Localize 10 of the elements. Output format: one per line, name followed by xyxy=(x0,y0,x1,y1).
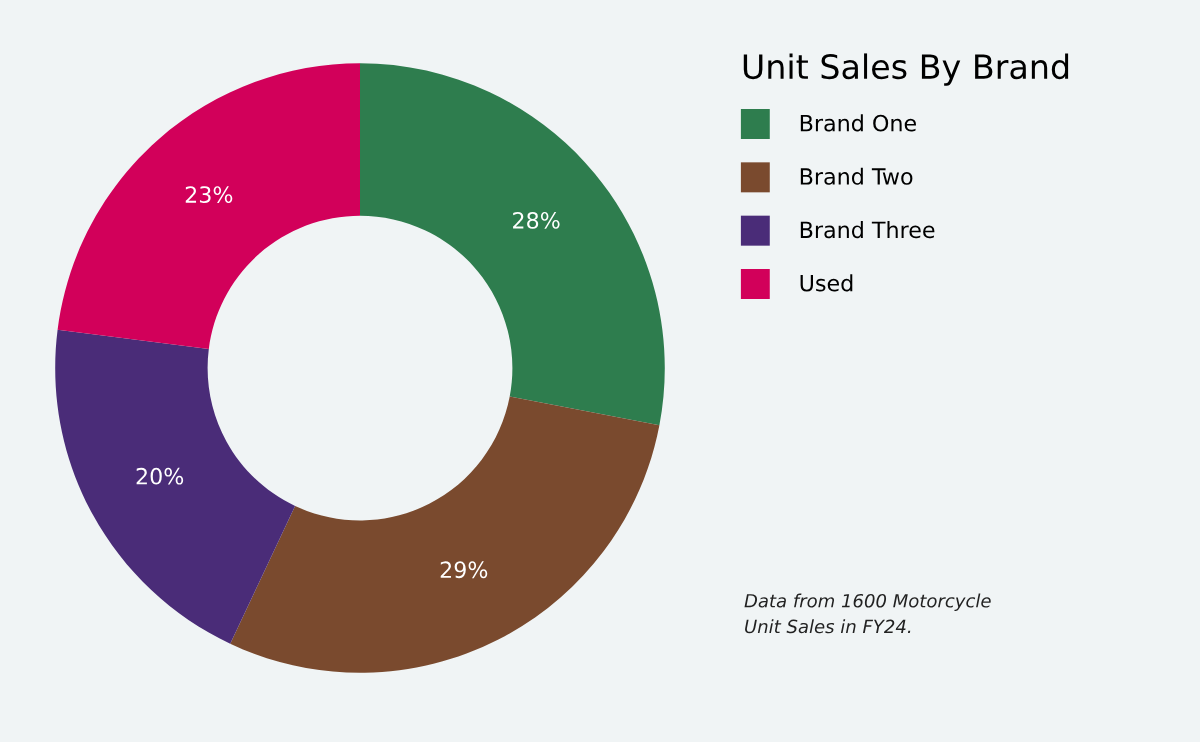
legend-label: Brand Three xyxy=(800,221,935,239)
legend-label: Used xyxy=(800,274,853,292)
data-label: 29% xyxy=(440,561,488,579)
text: Data from 1600 Motorcycle Unit Sales in FY24. xyxy=(744,593,991,634)
data-label: 23% xyxy=(185,186,233,203)
legend-title: Unit Sales By Brand xyxy=(743,53,1069,86)
data-label: 28% xyxy=(513,211,560,229)
legend-label: Brand Two xyxy=(800,167,913,185)
legend-label: Brand One xyxy=(800,114,916,132)
data-label: 20% xyxy=(136,467,184,485)
